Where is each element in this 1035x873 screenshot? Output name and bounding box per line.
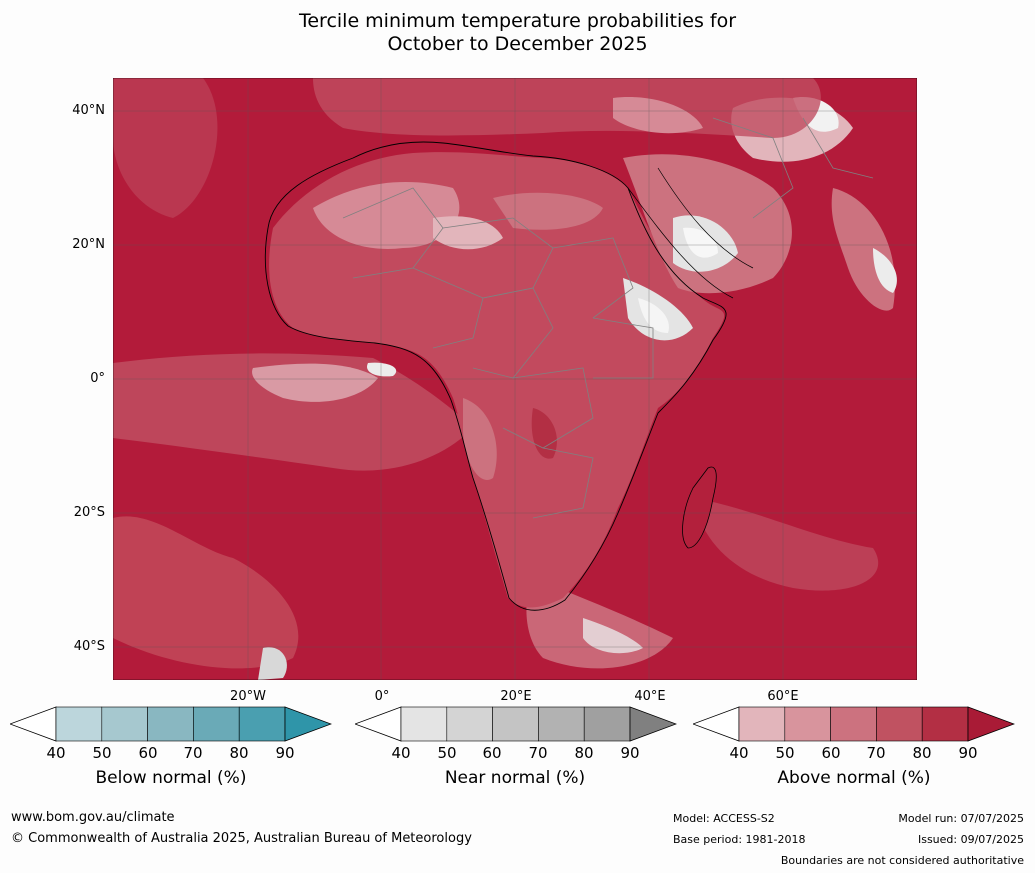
colorbar-below-normal [10,706,332,742]
tick-label: 70 [528,744,548,762]
lon-label-20e: 20°E [500,689,532,704]
tick-label: 50 [437,744,457,762]
colorbar-segment [400,706,448,742]
footer-copyright: © Commonwealth of Australia 2025, Austra… [11,831,472,846]
lon-label-60e: 60°E [767,689,799,704]
lat-label-40n: 40°N [72,103,105,118]
colorbar-segment [830,706,877,742]
lon-label-40e: 40°E [634,689,666,704]
colorbar-segment [538,706,585,742]
colorbar-segment [238,706,286,742]
colorbar-extend-high [629,706,677,742]
colorbar-extend-low [10,706,57,742]
footer-disclaimer: Boundaries are not considered authoritat… [780,854,1024,867]
colorbar-extend-high [284,706,332,742]
south-atlantic-patch [113,516,299,669]
footer-model-run: Model run: 07/07/2025 [898,812,1024,825]
tick-label: 50 [92,744,112,762]
lat-label-equator: 0° [90,371,105,386]
colorbar-segment [147,706,194,742]
tick-label: 80 [574,744,594,762]
footer-model: Model: ACCESS-S2 [673,812,775,825]
colorbar-segment [55,706,103,742]
footer-issued: Issued: 09/07/2025 [917,833,1024,846]
tick-label: 90 [620,744,640,762]
lon-label-20w: 20°W [230,689,266,704]
colorbar-segment [492,706,539,742]
title-line-2: October to December 2025 [387,33,648,55]
tick-label: 80 [229,744,249,762]
colorbar-segment [784,706,831,742]
colorbar-segment [193,706,240,742]
colorbar-above-normal [693,706,1015,742]
tick-label: 40 [391,744,411,762]
tick-label: 40 [729,744,749,762]
colorbar-segment [876,706,923,742]
colorbar-segment [738,706,786,742]
colorbar-extend-high [967,706,1015,742]
tick-label: 60 [821,744,841,762]
colorbar-label-below: Below normal (%) [95,768,247,788]
tick-label: 70 [183,744,203,762]
colorbar-segment [583,706,631,742]
colorbar-segment [101,706,148,742]
tick-label: 60 [482,744,502,762]
lat-label-20n: 20°N [72,237,105,252]
colorbar-segment [446,706,493,742]
colorbar-label-above: Above normal (%) [777,768,931,788]
colorbar-segment [921,706,969,742]
tick-label: 70 [866,744,886,762]
colorbar-extend-low [355,706,402,742]
tick-label: 90 [275,744,295,762]
tick-label: 60 [138,744,158,762]
title-line-1: Tercile minimum temperature probabilitie… [298,10,737,32]
africa-coastline [264,141,727,611]
tick-label: 90 [958,744,978,762]
colorbar-label-near: Near normal (%) [444,768,586,788]
equatorial-atlantic-band [113,353,473,471]
lat-label-20s: 20°S [73,505,105,520]
lon-label-0: 0° [374,689,390,704]
equatorial-atlantic-band-light [252,363,378,402]
africa-landmass [269,152,725,608]
tick-label: 40 [46,744,66,762]
footer-base-period: Base period: 1981-2018 [673,833,806,846]
lat-label-40s: 40°S [73,639,105,654]
probability-map [113,78,917,680]
tick-label: 80 [912,744,932,762]
colorbar-near-normal [355,706,677,742]
footer-url: www.bom.gov.au/climate [11,810,175,825]
colorbar-extend-low [693,706,740,742]
tick-label: 50 [775,744,795,762]
map-title: Tercile minimum temperature probabilitie… [0,10,1035,56]
